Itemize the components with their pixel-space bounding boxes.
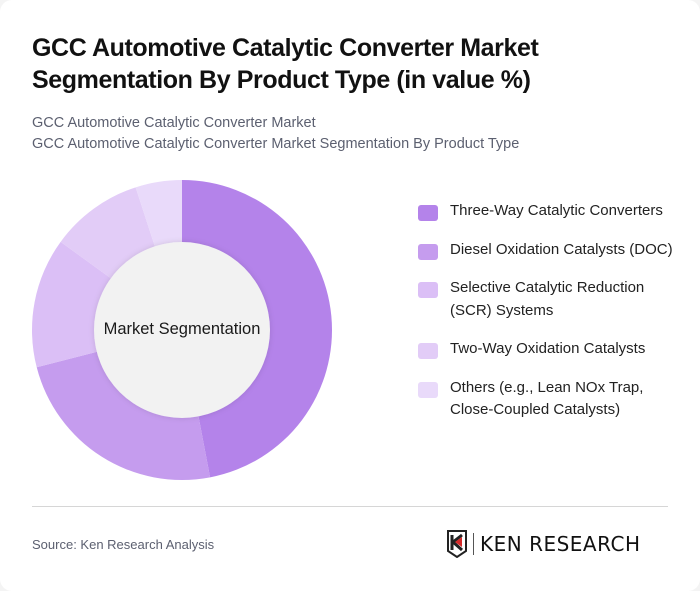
legend-item[interactable]: Diesel Oxidation Catalysts (DOC) [418,239,688,262]
chart-subtitle: GCC Automotive Catalytic Converter Marke… [32,113,519,155]
legend-swatch [418,282,438,298]
chart-legend: Three-Way Catalytic Converters Diesel Ox… [418,200,688,422]
legend-label: Diesel Oxidation Catalysts (DOC) [450,240,673,258]
legend-label: Others (e.g., Lean NOx Trap, Close-Coupl… [450,378,644,419]
logo-separator [473,533,474,555]
legend-item[interactable]: Others (e.g., Lean NOx Trap, Close-Coupl… [418,377,688,422]
ken-research-shield-icon [447,530,467,558]
source-note: Source: Ken Research Analysis [32,537,215,552]
legend-item[interactable]: Two-Way Oxidation Catalysts [418,338,688,361]
legend-item[interactable]: Selective Catalytic Reduction (SCR) Syst… [418,277,688,322]
legend-label: Selective Catalytic Reduction (SCR) Syst… [450,279,645,319]
logo-text: KEN RESEARCH [480,532,641,556]
subtitle-line-1: GCC Automotive Catalytic Converter Marke… [32,115,316,131]
legend-swatch [418,381,438,398]
chart-title: GCC Automotive Catalytic Converter Marke… [32,34,539,94]
footer-divider [32,506,668,507]
legend-label: Two-Way Oxidation Catalysts [450,340,646,357]
legend-label: Three-Way Catalytic Converters [450,202,663,219]
donut-svg [32,180,333,480]
donut-chart: Market Segmentation [0,170,370,490]
donut-slice[interactable] [36,344,211,480]
subtitle-line-2: GCC Automotive Catalytic Converter Marke… [32,136,520,152]
legend-swatch [418,243,438,260]
donut-hole [94,242,270,418]
donut-center-label: Market Segmentation [103,320,261,338]
legend-item[interactable]: Three-Way Catalytic Converters [418,200,688,223]
legend-swatch [418,343,438,359]
ken-research-logo: KEN RESEARCH [446,529,641,559]
legend-swatch [418,205,438,221]
